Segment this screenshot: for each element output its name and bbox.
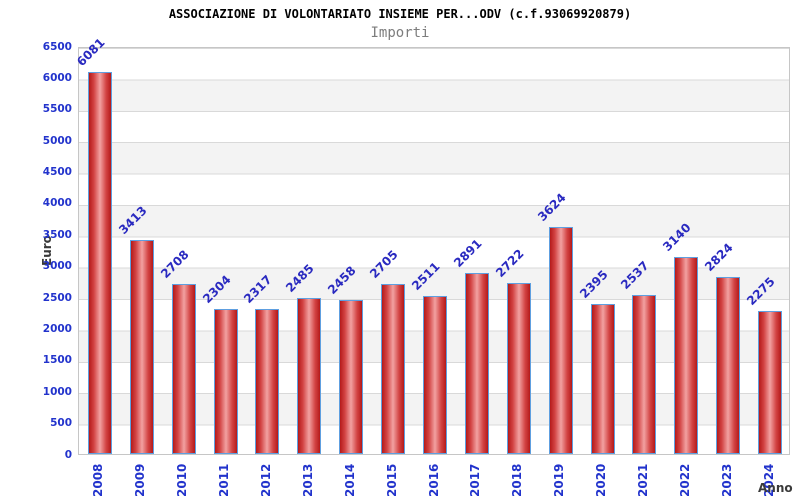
x-tick-label-2008: 2008	[91, 463, 106, 497]
bar-value-label-2014: 2458	[325, 263, 359, 297]
x-tick-label-2015: 2015	[384, 463, 399, 497]
bar-value-label-2024: 2275	[744, 274, 778, 309]
x-tick-label-2013: 2013	[300, 463, 315, 497]
x-tick-label-2018: 2018	[510, 463, 525, 497]
bar-value-label-2011: 2304	[199, 272, 234, 307]
x-tick-label-2010: 2010	[175, 463, 190, 497]
bar-value-label-2009: 3413	[115, 203, 150, 237]
y-tick-label-3500: 3500	[42, 228, 72, 241]
y-tick-label-1500: 1500	[42, 354, 72, 367]
chart-subtitle: Importi	[370, 25, 430, 41]
plot-area: 6081 3413 2708 2304 2317 2485 2458 2705 2511 2891…	[74, 36, 790, 455]
bar-2014	[339, 299, 364, 454]
bar-value-label-2022: 3140	[660, 220, 694, 254]
y-tick-label-6000: 6000	[42, 71, 72, 84]
x-tick-label-2012: 2012	[258, 463, 273, 497]
y-tick-label-1000: 1000	[42, 385, 72, 398]
bar-value-label-2019: 3624	[534, 190, 569, 224]
bar-2024	[758, 311, 783, 454]
x-tick-label-2017: 2017	[468, 463, 483, 497]
bar-value-label-2012: 2317	[241, 272, 276, 306]
y-tick-label-2000: 2000	[42, 322, 72, 335]
x-tick-label-2014: 2014	[342, 463, 357, 497]
bar-2016	[423, 296, 447, 454]
y-tick-label-5000: 5000	[42, 134, 72, 147]
bar-value-label-2021: 2537	[618, 258, 653, 292]
bar-2010	[171, 284, 196, 454]
x-tick-label-2016: 2016	[426, 463, 441, 497]
bar-value-label-2010: 2708	[157, 247, 192, 282]
x-tick-label-2021: 2021	[635, 463, 650, 497]
y-tick-label-5500: 5500	[42, 103, 72, 116]
bar-2017	[464, 272, 489, 454]
bar-2023	[716, 276, 741, 454]
x-tick-label-2020: 2020	[594, 463, 609, 497]
bar-2013	[297, 298, 322, 454]
x-axis-title: Anno	[758, 481, 793, 495]
bar-2021	[632, 294, 657, 454]
bar-2022	[674, 256, 699, 454]
y-tick-label-0: 0	[64, 448, 72, 461]
y-tick-label-6500: 6500	[42, 40, 72, 53]
bar-value-label-2008: 6081	[74, 35, 108, 70]
x-tick-label-2023: 2023	[719, 463, 734, 497]
x-tick-label-2022: 2022	[677, 463, 692, 497]
x-tick-label-2019: 2019	[552, 463, 567, 497]
bar-value-label-2013: 2485	[283, 261, 317, 296]
y-tick-label-2500: 2500	[42, 291, 72, 304]
y-tick-label-3000: 3000	[42, 260, 72, 273]
bar-value-label-2016: 2511	[409, 259, 443, 294]
bar-2012	[255, 308, 280, 454]
chart-title: ASSOCIAZIONE DI VOLONTARIATO INSIEME PER…	[168, 7, 632, 21]
bar-value-label-2018: 2722	[492, 246, 527, 281]
y-tick-label-500: 500	[50, 417, 72, 430]
bar-2015	[381, 284, 406, 454]
bar-2019	[548, 226, 573, 454]
bar-2009	[129, 239, 154, 454]
bar-2008	[87, 72, 112, 454]
bar-2020	[590, 303, 615, 454]
bar-2018	[506, 283, 531, 454]
bar-value-label-2023: 2824	[702, 240, 736, 274]
bar-value-label-2017: 2891	[450, 236, 485, 270]
y-tick-label-4000: 4000	[42, 197, 72, 210]
x-tick-label-2009: 2009	[133, 463, 148, 497]
bar-value-label-2020: 2395	[576, 267, 611, 301]
bar-value-label-2015: 2705	[367, 247, 401, 282]
y-tick-label-4500: 4500	[42, 166, 72, 179]
x-tick-label-2011: 2011	[217, 463, 232, 497]
bar-2011	[213, 309, 238, 454]
